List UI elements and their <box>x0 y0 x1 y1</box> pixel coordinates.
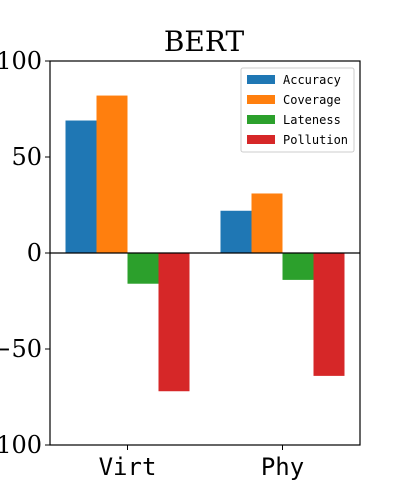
legend-swatch-lateness <box>247 115 275 124</box>
x-tick-label: Phy <box>261 453 304 481</box>
y-tick-label: 100 <box>0 47 42 75</box>
bar-pollution-virt <box>158 253 190 392</box>
x-tick-label: Virt <box>99 453 157 481</box>
bar-accuracy-phy <box>220 210 252 253</box>
bar-lateness-virt <box>127 253 159 284</box>
x-axis: Virt Phy <box>99 445 304 481</box>
legend-label-accuracy: Accuracy <box>283 73 341 87</box>
legend-swatch-pollution <box>247 135 275 144</box>
bar-coverage-virt <box>96 95 128 253</box>
bar-lateness-phy <box>282 253 314 280</box>
legend-swatch-coverage <box>247 95 275 104</box>
legend-label-pollution: Pollution <box>283 133 348 147</box>
y-axis: 100 50 0 −50 −100 <box>0 47 50 459</box>
legend: Accuracy Coverage Lateness Pollution <box>240 67 355 153</box>
legend-label-lateness: Lateness <box>283 113 341 127</box>
bar-pollution-phy <box>313 253 345 376</box>
bar-accuracy-virt <box>65 120 97 254</box>
chart-title: BERT <box>164 25 245 58</box>
y-tick-label: −50 <box>0 335 42 363</box>
bars-group <box>65 95 345 392</box>
legend-frame <box>240 67 355 153</box>
y-tick-label: −100 <box>0 431 42 459</box>
y-tick-label: 0 <box>27 239 42 267</box>
legend-swatch-accuracy <box>247 75 275 84</box>
y-tick-label: 50 <box>11 143 42 171</box>
bar-coverage-phy <box>251 193 283 253</box>
legend-label-coverage: Coverage <box>283 93 341 107</box>
